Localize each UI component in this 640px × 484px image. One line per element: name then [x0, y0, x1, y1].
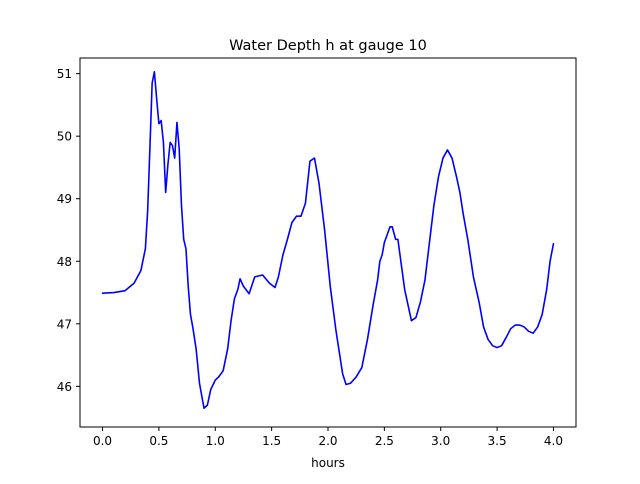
- chart-title: Water Depth h at gauge 10: [229, 38, 427, 54]
- y-tick-label: 46: [57, 380, 72, 394]
- x-tick-label: 0.0: [93, 434, 112, 448]
- y-tick-label: 49: [57, 192, 72, 206]
- plot-area-frame: [79, 57, 577, 428]
- y-tick-label: 47: [57, 317, 72, 331]
- x-tick-label: 1.5: [262, 434, 281, 448]
- series-layer: [101, 70, 555, 410]
- x-tick-label: 3.5: [488, 434, 507, 448]
- y-tick-label: 51: [57, 67, 72, 81]
- x-tick-label: 4.0: [544, 434, 563, 448]
- x-tick-label: 0.5: [149, 434, 168, 448]
- y-tick-label: 50: [57, 130, 72, 144]
- y-tick-label: 48: [57, 255, 72, 269]
- x-tick-label: 2.0: [318, 434, 337, 448]
- x-axis-label: hours: [311, 456, 345, 470]
- x-tick-label: 1.0: [206, 434, 225, 448]
- x-axis-ticks: 0.0 0.5 1.0 1.5 2.0 2.5 3.0 3.5 4.0: [93, 427, 563, 448]
- y-axis-ticks: 46 47 48 49 50 51: [57, 67, 80, 394]
- x-tick-label: 2.5: [375, 434, 394, 448]
- x-tick-label: 3.0: [431, 434, 450, 448]
- water-depth-line: [101, 70, 555, 410]
